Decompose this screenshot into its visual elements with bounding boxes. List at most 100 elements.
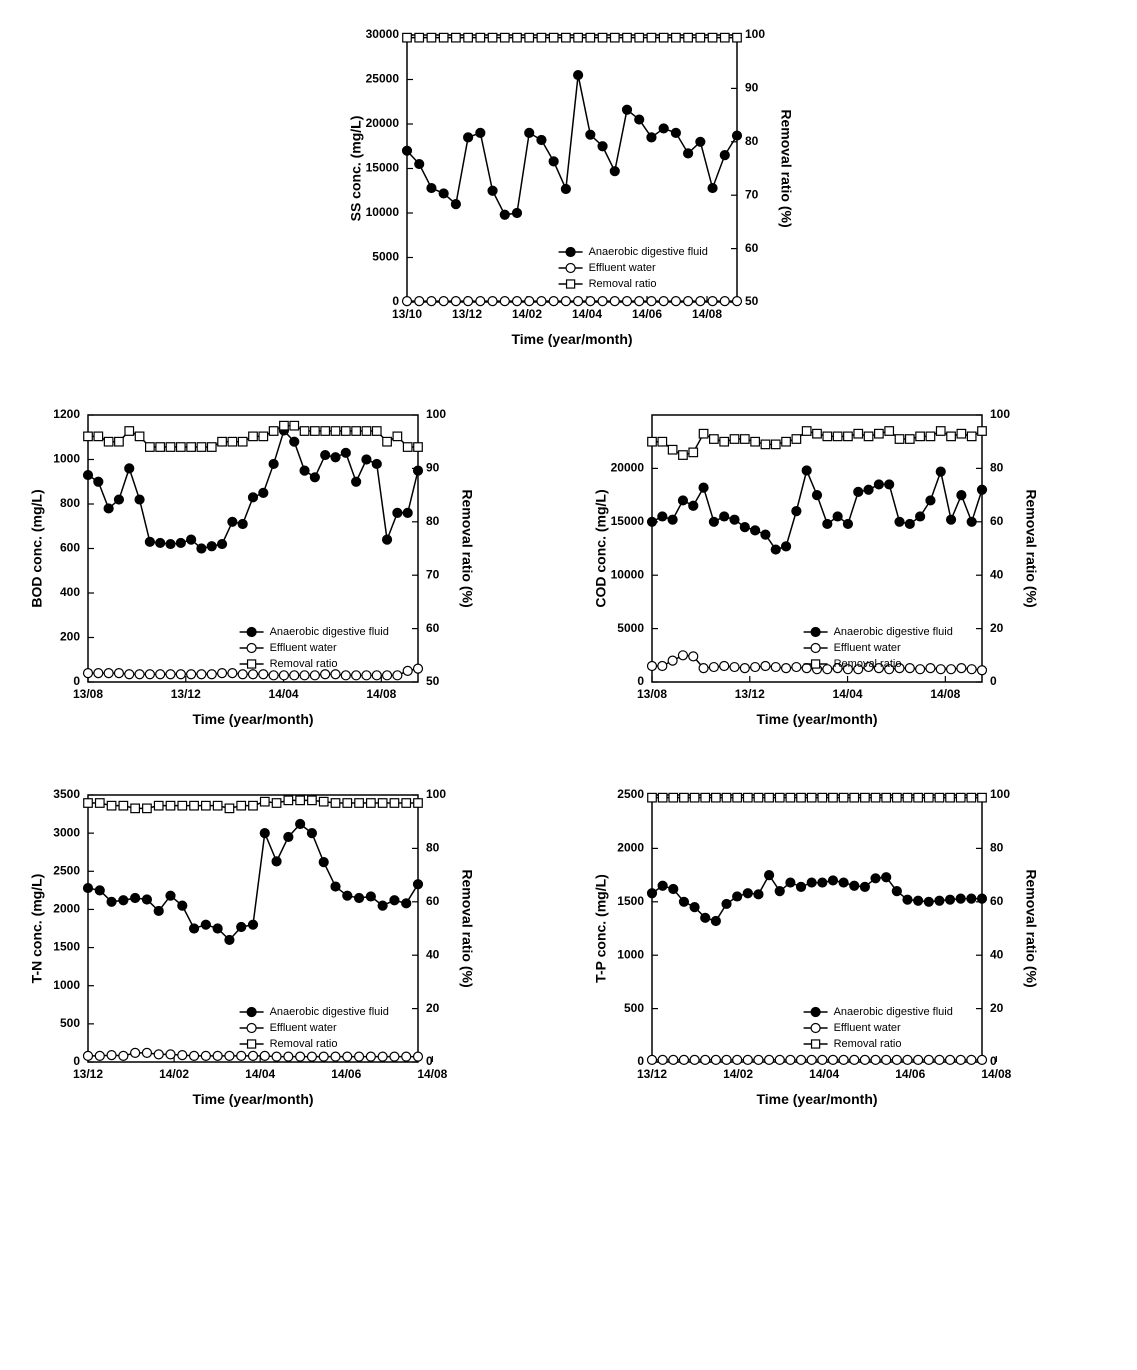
svg-text:Removal ratio: Removal ratio — [588, 278, 656, 290]
svg-text:T-N conc. (mg/L): T-N conc. (mg/L) — [29, 874, 45, 984]
svg-text:13/08: 13/08 — [73, 687, 103, 701]
svg-text:14/06: 14/06 — [895, 1067, 925, 1081]
svg-text:14/04: 14/04 — [832, 687, 862, 701]
svg-text:BOD conc. (mg/L): BOD conc. (mg/L) — [29, 489, 45, 607]
chart-tn: 0500100015002000250030003500020406080100… — [20, 780, 480, 1120]
svg-text:1000: 1000 — [53, 978, 80, 992]
chart-cod: 0500010000150002000002040608010013/0813/… — [584, 400, 1044, 740]
svg-text:13/12: 13/12 — [171, 687, 201, 701]
chart-svg-ss: 0500010000150002000025000300005060708090… — [339, 20, 799, 360]
svg-text:80: 80 — [426, 514, 440, 528]
svg-text:13/12: 13/12 — [636, 1067, 666, 1081]
svg-text:Time (year/month): Time (year/month) — [756, 711, 877, 727]
svg-text:Anaerobic digestive fluid: Anaerobic digestive fluid — [833, 626, 952, 638]
svg-text:40: 40 — [426, 947, 440, 961]
chart-svg-tp: 0500100015002000250002040608010013/1214/… — [584, 780, 1044, 1120]
svg-text:30000: 30000 — [365, 27, 399, 41]
svg-text:1200: 1200 — [53, 407, 80, 421]
chart-tp: 0500100015002000250002040608010013/1214/… — [584, 780, 1044, 1120]
svg-text:80: 80 — [426, 841, 440, 855]
legend-tp: Anaerobic digestive fluidEffluent waterR… — [803, 1006, 952, 1050]
svg-text:14/04: 14/04 — [245, 1067, 275, 1081]
svg-text:14/04: 14/04 — [571, 307, 601, 321]
chart-bod: 020040060080010001200506070809010013/081… — [20, 400, 480, 740]
svg-text:60: 60 — [745, 241, 759, 255]
svg-text:500: 500 — [60, 1016, 80, 1030]
svg-text:Removal ratio: Removal ratio — [833, 658, 901, 670]
svg-text:Removal ratio (%): Removal ratio (%) — [459, 489, 475, 607]
svg-text:Removal ratio (%): Removal ratio (%) — [1023, 489, 1039, 607]
svg-text:10000: 10000 — [610, 567, 644, 581]
svg-text:10000: 10000 — [365, 205, 399, 219]
chart-svg-bod: 020040060080010001200506070809010013/081… — [20, 400, 480, 740]
svg-text:Removal ratio: Removal ratio — [270, 1038, 338, 1050]
svg-text:13/12: 13/12 — [73, 1067, 103, 1081]
svg-text:80: 80 — [990, 841, 1004, 855]
svg-text:100: 100 — [426, 407, 446, 421]
svg-text:T-P conc. (mg/L): T-P conc. (mg/L) — [592, 874, 608, 983]
svg-text:40: 40 — [990, 567, 1004, 581]
svg-text:3500: 3500 — [53, 787, 80, 801]
svg-text:50: 50 — [745, 294, 759, 308]
svg-text:14/02: 14/02 — [159, 1067, 189, 1081]
svg-text:14/04: 14/04 — [269, 687, 299, 701]
chart-ss: 0500010000150002000025000300005060708090… — [339, 20, 799, 360]
svg-text:70: 70 — [426, 567, 440, 581]
svg-text:5000: 5000 — [617, 621, 644, 635]
svg-text:13/10: 13/10 — [391, 307, 421, 321]
top-row: 0500010000150002000025000300005060708090… — [20, 20, 1117, 360]
svg-text:Anaerobic digestive fluid: Anaerobic digestive fluid — [270, 1006, 389, 1018]
svg-text:Effluent water: Effluent water — [270, 1022, 337, 1034]
svg-text:70: 70 — [745, 187, 759, 201]
svg-text:Removal ratio: Removal ratio — [833, 1038, 901, 1050]
svg-text:40: 40 — [990, 947, 1004, 961]
svg-text:20000: 20000 — [610, 461, 644, 475]
svg-text:100: 100 — [990, 787, 1010, 801]
svg-text:20: 20 — [990, 1001, 1004, 1015]
svg-text:Time (year/month): Time (year/month) — [192, 1091, 313, 1107]
svg-text:90: 90 — [745, 81, 759, 95]
svg-text:14/08: 14/08 — [417, 1067, 447, 1081]
svg-text:14/06: 14/06 — [631, 307, 661, 321]
svg-text:400: 400 — [60, 585, 80, 599]
svg-text:200: 200 — [60, 630, 80, 644]
svg-text:14/08: 14/08 — [981, 1067, 1011, 1081]
svg-text:60: 60 — [990, 894, 1004, 908]
svg-text:Time (year/month): Time (year/month) — [192, 711, 313, 727]
legend-bod: Anaerobic digestive fluid Effluent water R… — [240, 626, 389, 670]
svg-text:60: 60 — [426, 621, 440, 635]
svg-text:20: 20 — [990, 621, 1004, 635]
chart-svg-tn: 0500100015002000250030003500020406080100… — [20, 780, 480, 1120]
svg-text:14/04: 14/04 — [809, 1067, 839, 1081]
svg-text:80: 80 — [745, 134, 759, 148]
svg-text:2000: 2000 — [53, 902, 80, 916]
svg-text:100: 100 — [990, 407, 1010, 421]
svg-text:Removal ratio (%): Removal ratio (%) — [1023, 869, 1039, 987]
svg-text:14/06: 14/06 — [331, 1067, 361, 1081]
svg-text:0: 0 — [990, 674, 997, 688]
svg-text:SS conc. (mg/L): SS conc. (mg/L) — [347, 116, 363, 222]
svg-text:25000: 25000 — [365, 72, 399, 86]
svg-text:Removal ratio: Removal ratio — [270, 658, 338, 670]
svg-text:Effluent water: Effluent water — [833, 1022, 900, 1034]
legend-tn: Anaerobic digestive fluid Effluent water R… — [240, 1006, 389, 1050]
svg-text:Time (year/month): Time (year/month) — [756, 1091, 877, 1107]
legend-ss: Anaerobic digestive fluidEffluent waterR… — [558, 246, 707, 290]
chart-svg-cod: 0500010000150002000002040608010013/0813/… — [584, 400, 1044, 740]
svg-text:Effluent water: Effluent water — [588, 262, 655, 274]
svg-text:3000: 3000 — [53, 825, 80, 839]
svg-text:1500: 1500 — [53, 940, 80, 954]
svg-text:14/08: 14/08 — [691, 307, 721, 321]
svg-text:Anaerobic digestive fluid: Anaerobic digestive fluid — [270, 626, 389, 638]
svg-text:90: 90 — [426, 461, 440, 475]
svg-text:2000: 2000 — [617, 841, 644, 855]
svg-text:14/08: 14/08 — [930, 687, 960, 701]
svg-text:1000: 1000 — [53, 452, 80, 466]
svg-text:5000: 5000 — [372, 250, 399, 264]
svg-text:Effluent water: Effluent water — [270, 642, 337, 654]
svg-text:Removal ratio (%): Removal ratio (%) — [778, 109, 794, 227]
svg-text:14/02: 14/02 — [511, 307, 541, 321]
svg-text:2500: 2500 — [617, 787, 644, 801]
chart-grid: 0500010000150002000025000300005060708090… — [20, 20, 1117, 1120]
svg-text:100: 100 — [745, 27, 765, 41]
